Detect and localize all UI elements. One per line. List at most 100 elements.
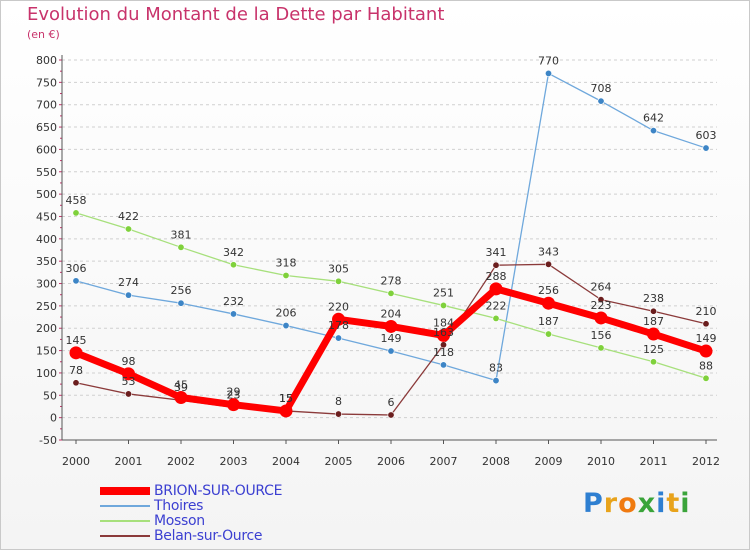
data-point (492, 314, 500, 322)
data-label: 6 (388, 396, 395, 409)
data-label: 125 (643, 343, 664, 356)
y-tick-label: 50 (43, 389, 57, 402)
data-point (174, 391, 188, 405)
x-tick-label: 2010 (587, 455, 615, 468)
data-point (437, 328, 450, 342)
x-tick-label: 2001 (115, 455, 143, 468)
y-tick-label: -50 (39, 434, 57, 447)
data-point (334, 410, 342, 418)
x-tick-label: 2006 (377, 455, 405, 468)
data-label: 603 (696, 129, 717, 142)
data-point (387, 289, 395, 297)
data-label: 210 (696, 305, 717, 318)
data-label: 149 (696, 332, 717, 345)
data-label: 15 (279, 392, 293, 405)
data-label: 278 (381, 274, 402, 287)
data-label: 458 (66, 194, 87, 207)
data-point (647, 327, 660, 341)
data-point (649, 307, 657, 315)
data-label: 8 (335, 395, 342, 408)
y-tick-label: 800 (36, 54, 57, 67)
data-label: 187 (643, 315, 664, 328)
data-point (72, 379, 80, 387)
data-point (702, 144, 710, 152)
data-label: 88 (699, 359, 713, 372)
y-tick-label: 750 (36, 76, 57, 89)
data-point (230, 310, 238, 318)
data-point (122, 367, 135, 381)
data-label: 381 (171, 228, 192, 241)
chart-title: Evolution du Montant de la Dette par Hab… (27, 4, 445, 25)
data-label: 15 (279, 392, 293, 405)
data-point (72, 209, 80, 217)
data-label: 251 (433, 286, 454, 299)
data-label: 145 (66, 334, 87, 347)
data-point (597, 296, 605, 304)
data-point (125, 225, 133, 233)
data-label: 39 (174, 381, 188, 394)
data-point (72, 277, 80, 285)
data-label: 256 (538, 284, 559, 297)
data-label: 238 (643, 292, 664, 305)
data-point (439, 301, 447, 309)
data-label: 78 (69, 364, 83, 377)
data-point (282, 322, 290, 330)
y-tick-label: 300 (36, 278, 57, 291)
data-point (387, 411, 395, 419)
data-point (177, 299, 185, 307)
data-point (334, 334, 342, 342)
data-point (649, 358, 657, 366)
data-label: 343 (538, 245, 559, 258)
data-label: 288 (486, 270, 507, 283)
y-tick-label: 650 (36, 121, 57, 134)
data-point (489, 282, 503, 296)
data-label: 232 (223, 295, 244, 308)
data-label: 184 (433, 316, 454, 329)
y-tick-label: 100 (36, 367, 57, 380)
x-tick-label: 2007 (430, 455, 458, 468)
data-point (594, 311, 608, 325)
data-label: 53 (122, 375, 136, 388)
data-point (279, 404, 293, 418)
data-label: 318 (276, 256, 297, 269)
logo-letter: x (637, 488, 657, 519)
data-point (542, 296, 555, 310)
data-label: 23 (227, 388, 241, 401)
legend-label: Thoires (154, 498, 204, 514)
data-point (439, 361, 447, 369)
data-label: 149 (381, 332, 402, 345)
data-label: 98 (122, 355, 136, 368)
data-label: 206 (276, 307, 297, 320)
data-point (334, 277, 342, 285)
data-label: 156 (591, 329, 612, 342)
y-tick-label: 700 (36, 99, 57, 112)
data-point (597, 97, 605, 105)
data-label: 708 (591, 82, 612, 95)
data-point (69, 346, 83, 360)
y-tick-label: 550 (36, 166, 57, 179)
data-point (384, 319, 398, 333)
data-point (177, 243, 185, 251)
data-point (282, 271, 290, 279)
data-label: 220 (328, 300, 349, 313)
y-tick-label: 500 (36, 188, 57, 201)
data-label: 770 (538, 54, 559, 67)
data-point (544, 330, 552, 338)
logo-letter: i (680, 488, 691, 519)
x-tick-label: 2003 (220, 455, 248, 468)
data-point (332, 312, 345, 326)
data-label: 306 (66, 262, 87, 275)
data-point (699, 344, 713, 358)
unit-label: (en €) (27, 28, 60, 41)
data-label: 223 (591, 299, 612, 312)
legend-swatch (100, 487, 150, 495)
data-label: 274 (118, 276, 139, 289)
x-tick-label: 2002 (167, 455, 195, 468)
data-point (230, 261, 238, 269)
data-point (125, 291, 133, 299)
data-point (492, 377, 500, 385)
data-label: 178 (328, 319, 349, 332)
x-tick-label: 2004 (272, 455, 300, 468)
data-point (702, 374, 710, 382)
